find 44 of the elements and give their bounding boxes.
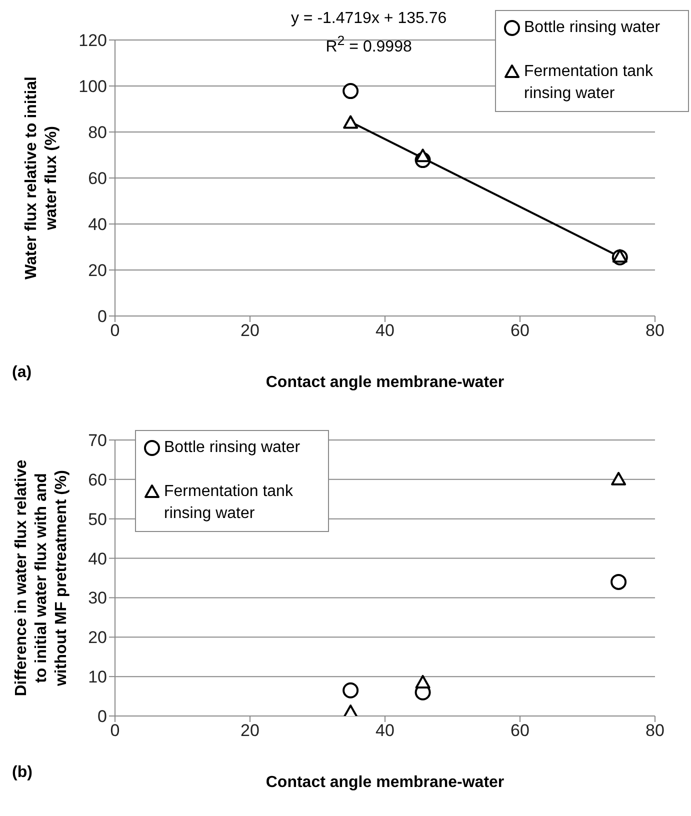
y-tick-label: 60 [88,169,107,188]
y-tick-label: 50 [88,510,107,529]
x-tick-label: 60 [510,721,530,740]
legend-label: Fermentation tank rinsing water [164,482,294,524]
y-tick-label: 10 [88,668,107,687]
point [610,574,627,590]
y-tick-label: 0 [98,307,107,326]
point [611,472,626,486]
legend-label: Fermentation tank rinsing water [524,62,654,104]
y-tick-label: 20 [88,261,107,280]
point [343,115,358,129]
y-tick-label: 40 [88,549,107,568]
point [342,682,359,698]
point [342,83,359,100]
point [415,674,430,688]
x-tick-label: 20 [240,321,260,340]
x-tick-label: 40 [376,721,394,740]
y-tick-label: 80 [88,123,107,142]
y-tick-label: 30 [88,588,107,608]
point [415,148,430,162]
y-tick-label: 20 [88,628,107,648]
x-axis-title: Contact angle membrane-water [264,374,506,392]
y-tick-label: 120 [78,31,107,50]
y-tick-label: 70 [88,431,107,450]
x-tick-label: 20 [240,721,260,740]
text: (b) [12,764,32,782]
legend-label: Bottle rinsing water [524,18,660,38]
y-axis-title: Water flux relative to initial water flux (%) [22,76,61,282]
x-axis-title: Contact angle membrane-water [264,774,506,792]
x-tick-label: 0 [110,321,120,340]
y-axis-title: Difference in water flux relative to initial water flux with and without MF pretreatment (%) [12,458,71,698]
y-tick-label: 100 [78,77,107,96]
x-tick-label: 80 [646,321,664,340]
legend-label: Bottle rinsing water [164,438,300,458]
y-tick-label: 40 [88,215,107,234]
x-tick-label: 0 [110,721,120,740]
x-tick-label: 60 [510,321,530,340]
text: (a) [12,364,32,382]
y-tick-label: 60 [88,470,107,490]
text: y = -1.4719x + 135.76 [290,9,448,29]
y-tick-label: 0 [98,707,107,726]
x-tick-label: 80 [646,721,664,740]
annotation: R$^{2}$ = 0.9998 [324,32,413,58]
x-tick-label: 40 [376,321,394,340]
